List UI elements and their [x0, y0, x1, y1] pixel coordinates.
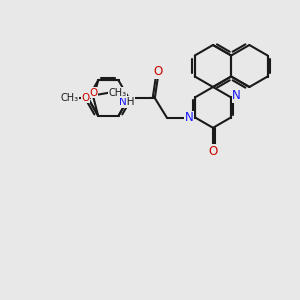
Text: O: O: [154, 65, 163, 78]
Text: O: O: [208, 145, 217, 158]
Text: CH₃: CH₃: [61, 93, 79, 103]
Text: O: O: [89, 88, 98, 98]
Text: N: N: [232, 89, 241, 102]
Text: CH₃: CH₃: [109, 88, 127, 98]
Text: N: N: [119, 97, 127, 107]
Text: N: N: [185, 111, 194, 124]
Text: NH: NH: [118, 97, 134, 107]
Text: O: O: [81, 93, 89, 103]
